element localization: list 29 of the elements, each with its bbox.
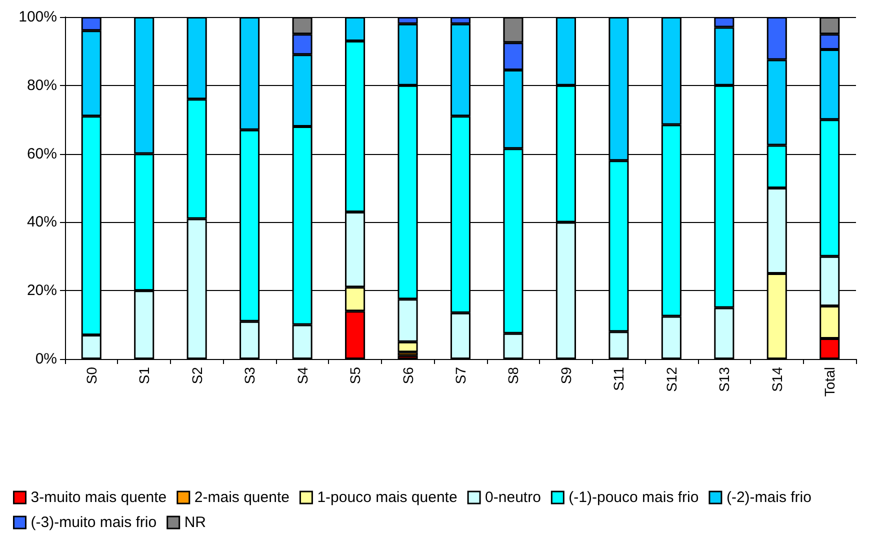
x-tick-label: S2 — [188, 366, 205, 384]
y-tick-label: 100% — [18, 8, 57, 26]
y-tick-label: 0% — [35, 350, 57, 368]
legend-label: NR — [184, 514, 206, 531]
y-tick-label: 40% — [26, 214, 57, 231]
y-tick-label: 20% — [26, 282, 57, 300]
x-tick-label: Total — [822, 367, 838, 397]
legend-label: (-2)-mais frio — [726, 489, 812, 506]
x-tick-label: S14 — [768, 366, 785, 392]
x-tick-label: S4 — [294, 366, 310, 384]
legend-label: (-3)-muito mais frio — [30, 514, 157, 531]
x-tick-label: S5 — [347, 366, 364, 384]
y-tick-label: 80% — [26, 76, 57, 94]
x-tick-label: S6 — [400, 366, 416, 384]
x-tick-label: S1 — [136, 366, 152, 384]
legend-label: (-1)-pouco mais frio — [568, 489, 699, 506]
legend-label: 3-muito mais quente — [30, 489, 167, 506]
x-tick-label: S0 — [83, 366, 100, 384]
x-tick-label: S8 — [505, 366, 522, 384]
x-tick-label: S9 — [558, 366, 574, 384]
x-tick-label: S11 — [610, 366, 627, 391]
legend-label: 2-mais quente — [194, 489, 290, 506]
legend-label: 0-neutro — [485, 489, 541, 506]
x-tick-label: S13 — [716, 366, 732, 392]
x-tick-label: S3 — [242, 366, 258, 384]
x-tick-label: S7 — [452, 366, 468, 384]
x-tick-label: S12 — [663, 366, 680, 392]
legend-label: 1-pouco mais quente — [317, 489, 458, 506]
y-tick-label: 60% — [26, 145, 57, 162]
